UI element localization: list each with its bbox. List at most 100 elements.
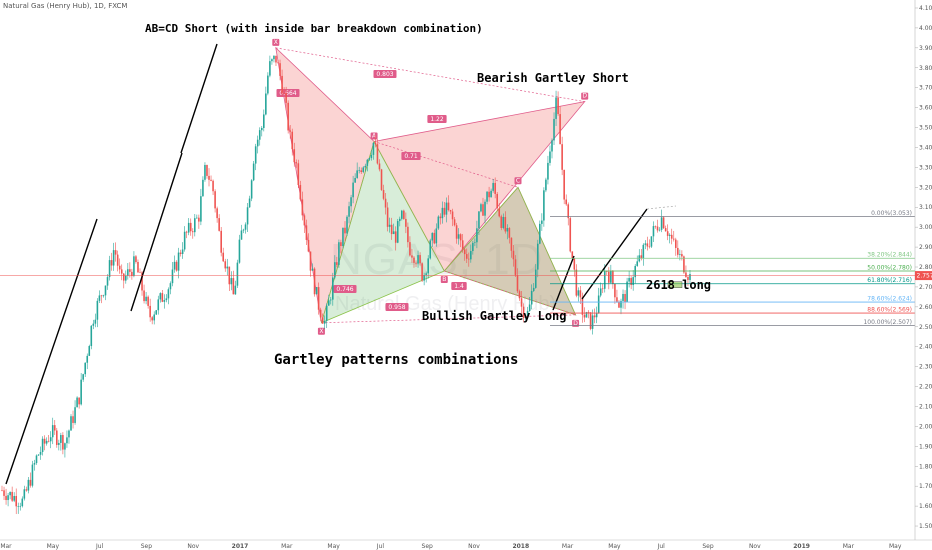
candle <box>368 157 371 162</box>
candle <box>664 225 667 232</box>
candle-body <box>344 227 346 234</box>
candle <box>474 238 476 247</box>
ratio-abc: 0.71 <box>401 152 421 160</box>
candle-body <box>518 291 521 299</box>
candle-body <box>265 93 267 115</box>
candle-body <box>618 301 620 308</box>
candle <box>334 255 336 280</box>
candle <box>88 344 91 356</box>
candle <box>256 135 259 154</box>
candle-body <box>301 199 304 216</box>
candle <box>563 169 565 205</box>
y-tick-label: 2.700 <box>919 284 932 291</box>
candle-body <box>291 131 294 150</box>
candle-body <box>323 320 326 324</box>
candle <box>157 295 160 315</box>
candle <box>382 184 385 201</box>
candle <box>68 429 70 444</box>
candle <box>636 255 639 267</box>
candle-body <box>342 227 344 247</box>
candle <box>214 189 216 213</box>
candle-body <box>82 374 84 380</box>
candle <box>599 282 602 298</box>
candle <box>43 435 46 451</box>
candle-body <box>372 142 375 155</box>
candle <box>230 271 233 291</box>
candle-body <box>482 204 484 216</box>
candle <box>360 167 363 175</box>
candle-body <box>27 479 30 491</box>
candle <box>27 477 30 494</box>
candle-body <box>478 211 480 229</box>
candle-body <box>340 242 342 247</box>
candle <box>149 298 151 322</box>
y-tick-label: 4.000 <box>919 25 932 32</box>
candle-body <box>394 231 397 243</box>
candle-body <box>423 274 425 281</box>
candle-body <box>530 290 533 305</box>
candle <box>33 459 36 471</box>
candle <box>656 219 659 233</box>
candle <box>603 264 606 293</box>
candle-body <box>98 295 101 301</box>
candle-body <box>58 442 60 445</box>
candle <box>45 437 48 446</box>
candle <box>589 312 592 331</box>
candle-body <box>303 215 306 226</box>
candle <box>218 214 220 232</box>
candle <box>486 191 488 205</box>
candle <box>222 247 225 263</box>
candle-body <box>656 226 659 231</box>
trendline-2 <box>130 152 183 312</box>
ratio-label: 0.958 <box>388 304 405 311</box>
candle <box>597 287 600 314</box>
candle <box>530 284 533 310</box>
ratio-bull-bcd: 1.4 <box>451 282 467 290</box>
candle-body <box>299 184 302 200</box>
candle-body <box>64 443 66 450</box>
candle-body <box>313 268 316 295</box>
candle <box>191 228 194 239</box>
candle <box>49 431 52 449</box>
candle-body <box>536 243 539 270</box>
candle-body <box>21 498 24 507</box>
candle-body <box>53 425 56 431</box>
candle-body <box>169 283 172 290</box>
candle-body <box>96 300 99 320</box>
candle <box>632 270 634 291</box>
candle-body <box>191 231 194 233</box>
candle-body <box>15 496 18 507</box>
candle <box>583 307 586 323</box>
candle-body <box>595 313 598 318</box>
candle <box>536 239 539 278</box>
candle <box>285 86 287 111</box>
candle-body <box>439 216 442 219</box>
candle-body <box>29 479 32 486</box>
candle-body <box>620 300 622 308</box>
candle <box>687 275 689 287</box>
candle-body <box>664 228 667 232</box>
current-price-label: 2.757 <box>917 273 932 280</box>
candle-body <box>650 236 653 247</box>
candle <box>443 202 446 217</box>
ratio-bcd: 1.22 <box>427 115 447 123</box>
ratio-box <box>427 115 447 123</box>
candle-body <box>31 464 34 486</box>
candle-body <box>267 75 269 94</box>
point-x-bearish: X <box>272 38 280 46</box>
x-tick-label: Nov <box>187 543 199 550</box>
candle-body <box>55 430 58 445</box>
candle <box>405 212 407 234</box>
candle <box>352 175 354 204</box>
trendline-4 <box>552 255 575 311</box>
candle-body <box>202 179 204 197</box>
candle-body <box>583 314 586 318</box>
y-tick-label: 1.900 <box>919 443 932 450</box>
y-tick-label: 2.100 <box>919 403 932 410</box>
candle <box>557 91 559 116</box>
candle-body <box>45 440 48 444</box>
candle-body <box>484 201 486 216</box>
candle-body <box>358 170 360 171</box>
